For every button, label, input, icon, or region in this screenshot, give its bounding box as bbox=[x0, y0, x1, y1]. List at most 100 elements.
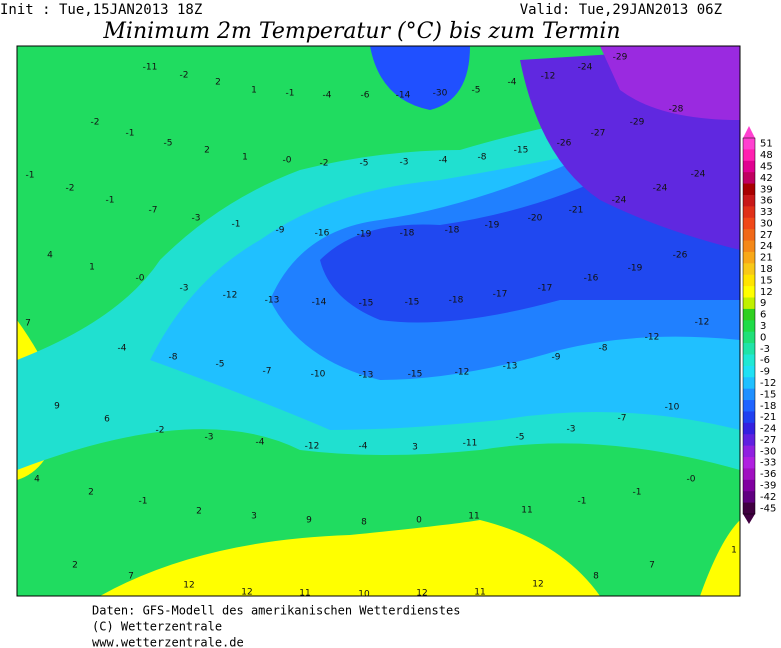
map-value: -3 bbox=[192, 214, 201, 224]
map-value: -5 bbox=[472, 86, 481, 96]
colorbar-label: 12 bbox=[760, 287, 773, 298]
colorbar-label: 42 bbox=[760, 173, 773, 184]
map-value: -26 bbox=[557, 139, 572, 149]
colorbar-label: 21 bbox=[760, 253, 773, 264]
map-value: -12 bbox=[695, 318, 710, 328]
colorbar-label: -36 bbox=[760, 469, 776, 480]
map-value: -12 bbox=[541, 72, 556, 82]
colorbar-swatch bbox=[743, 479, 755, 492]
colorbar-label: 33 bbox=[760, 207, 773, 218]
colorbar-label: -33 bbox=[760, 458, 776, 469]
map-value: -18 bbox=[445, 226, 460, 236]
colorbar-swatch bbox=[743, 320, 755, 333]
map-value: 3 bbox=[251, 512, 257, 522]
colorbar-swatch bbox=[743, 400, 755, 412]
map-value: 9 bbox=[54, 402, 60, 412]
map-value: -20 bbox=[528, 214, 543, 224]
map-value: -10 bbox=[311, 370, 326, 380]
map-value: -13 bbox=[265, 296, 280, 306]
map-value: -18 bbox=[449, 296, 464, 306]
colorbar-label: 0 bbox=[760, 332, 766, 343]
colorbar-swatch bbox=[743, 240, 755, 253]
map-value: 9 bbox=[306, 516, 312, 526]
colorbar-swatch bbox=[743, 229, 755, 242]
map-value: 8 bbox=[593, 572, 599, 582]
colorbar-label: -30 bbox=[760, 446, 776, 457]
map-value: -16 bbox=[584, 274, 599, 284]
map-value: -14 bbox=[312, 298, 327, 308]
map-value: -24 bbox=[653, 184, 668, 194]
map-value: -1 bbox=[578, 497, 587, 507]
map-value: -7 bbox=[149, 206, 158, 216]
colorbar-swatch bbox=[743, 388, 755, 401]
footer-line: (C) Wetterzentrale bbox=[92, 620, 222, 634]
colorbar-swatch bbox=[743, 343, 755, 355]
map-value: 11 bbox=[468, 512, 479, 522]
map-value: -0 bbox=[283, 156, 292, 166]
colorbar-label: -45 bbox=[760, 503, 776, 514]
map-value: -4 bbox=[508, 78, 517, 88]
colorbar-swatch bbox=[743, 160, 755, 173]
map-value: -7 bbox=[618, 414, 627, 424]
colorbar-swatch bbox=[743, 308, 755, 321]
map-value: 2 bbox=[204, 146, 210, 156]
map-value: -4 bbox=[323, 91, 332, 101]
map-value: 1 bbox=[89, 263, 95, 273]
colorbar-label: -21 bbox=[760, 412, 776, 423]
colorbar-swatch bbox=[743, 445, 755, 458]
map-value: -2 bbox=[180, 71, 189, 81]
map-value: -2 bbox=[320, 159, 329, 169]
map-value: -5 bbox=[516, 433, 525, 443]
map-value: -15 bbox=[405, 298, 420, 308]
colorbar-label: 18 bbox=[760, 264, 773, 275]
map-value: -11 bbox=[143, 63, 158, 73]
map-value: -11 bbox=[463, 439, 478, 449]
map-value: -5 bbox=[360, 159, 369, 169]
colorbar-frame bbox=[742, 137, 756, 515]
map-value: -1 bbox=[26, 171, 35, 181]
map-value: -30 bbox=[433, 89, 448, 99]
map-value: -8 bbox=[478, 153, 487, 163]
colorbar-label: 45 bbox=[760, 161, 773, 172]
map-value: -3 bbox=[205, 433, 214, 443]
map-value: 1 bbox=[251, 86, 257, 96]
colorbar-swatch bbox=[743, 491, 755, 504]
map-value: -26 bbox=[673, 251, 688, 261]
colorbar-label: 27 bbox=[760, 230, 773, 241]
map-value: -18 bbox=[400, 229, 415, 239]
colorbar-label: 24 bbox=[760, 241, 773, 252]
colorbar-swatch bbox=[743, 217, 755, 230]
colorbar-swatch bbox=[743, 422, 755, 435]
map-value: -12 bbox=[645, 333, 660, 343]
colorbar-label: 3 bbox=[760, 321, 766, 332]
colorbar-swatch bbox=[743, 502, 755, 515]
colorbar-label: -18 bbox=[760, 401, 776, 412]
warm-area bbox=[700, 520, 740, 596]
map-value: 1 bbox=[242, 153, 248, 163]
colorbar-swatch bbox=[743, 172, 755, 185]
colorbar-label: 15 bbox=[760, 275, 773, 286]
map-value: -4 bbox=[256, 438, 265, 448]
map-value: -15 bbox=[514, 146, 529, 156]
map-value: -9 bbox=[276, 226, 285, 236]
map-value: -4 bbox=[118, 344, 127, 354]
map-value: 11 bbox=[299, 589, 310, 599]
map-value: 12 bbox=[241, 588, 252, 598]
map-value: -1 bbox=[286, 89, 295, 99]
map-value: -15 bbox=[408, 370, 423, 380]
colorbar-swatch bbox=[743, 138, 755, 150]
map-value: 2 bbox=[215, 78, 221, 88]
map-value: -19 bbox=[357, 230, 372, 240]
map-value: -28 bbox=[669, 105, 684, 115]
map-value: 4 bbox=[47, 251, 53, 261]
map-value: 12 bbox=[532, 580, 543, 590]
colorbar-label: -6 bbox=[760, 355, 770, 366]
colorbar-swatch bbox=[743, 377, 755, 390]
colorbar-label: 30 bbox=[760, 218, 773, 229]
colorbar-swatch bbox=[743, 149, 755, 162]
colorbar-label: -12 bbox=[760, 378, 776, 389]
map-value: -8 bbox=[169, 353, 178, 363]
map-value: 11 bbox=[474, 588, 485, 598]
map bbox=[16, 45, 741, 597]
colorbar-swatch bbox=[743, 286, 755, 299]
